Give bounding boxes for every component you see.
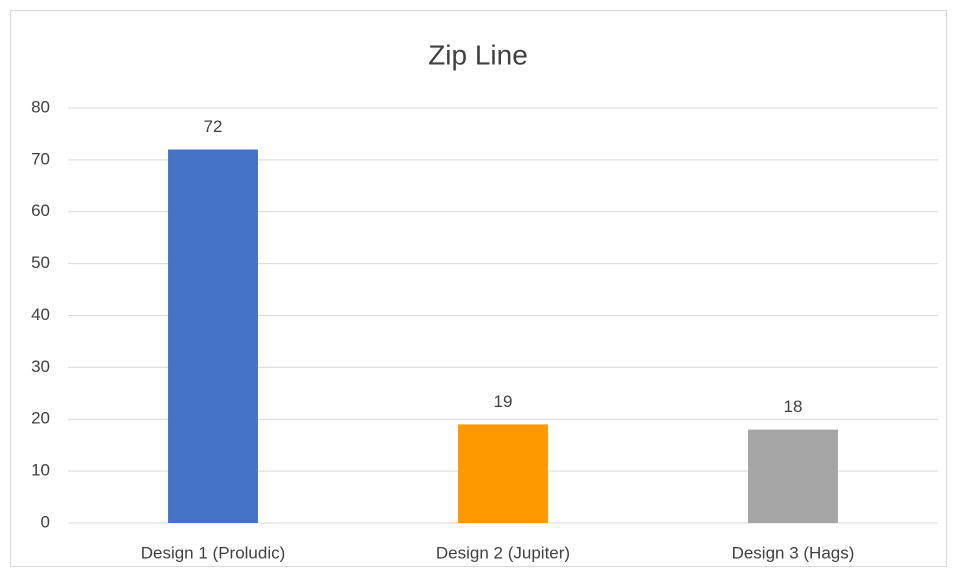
bar xyxy=(748,429,838,523)
y-tick-label: 10 xyxy=(31,461,50,480)
data-label: 19 xyxy=(494,392,513,411)
x-tick-label: Design 1 (Proludic) xyxy=(141,543,286,562)
data-label: 72 xyxy=(204,117,223,136)
y-tick-label: 70 xyxy=(31,149,50,168)
y-tick-label: 30 xyxy=(31,357,50,376)
x-tick-label: Design 2 (Jupiter) xyxy=(436,543,570,562)
y-tick-label: 20 xyxy=(31,409,50,428)
bar xyxy=(168,149,258,523)
y-tick-label: 0 xyxy=(41,512,50,531)
data-label: 18 xyxy=(784,397,803,416)
y-tick-label: 40 xyxy=(31,305,50,324)
y-tick-label: 50 xyxy=(31,253,50,272)
y-tick-label: 80 xyxy=(31,97,50,116)
x-tick-label: Design 3 (Hags) xyxy=(732,543,855,562)
bar xyxy=(458,424,548,523)
y-tick-label: 60 xyxy=(31,201,50,220)
chart-title: Zip Line xyxy=(428,39,528,70)
